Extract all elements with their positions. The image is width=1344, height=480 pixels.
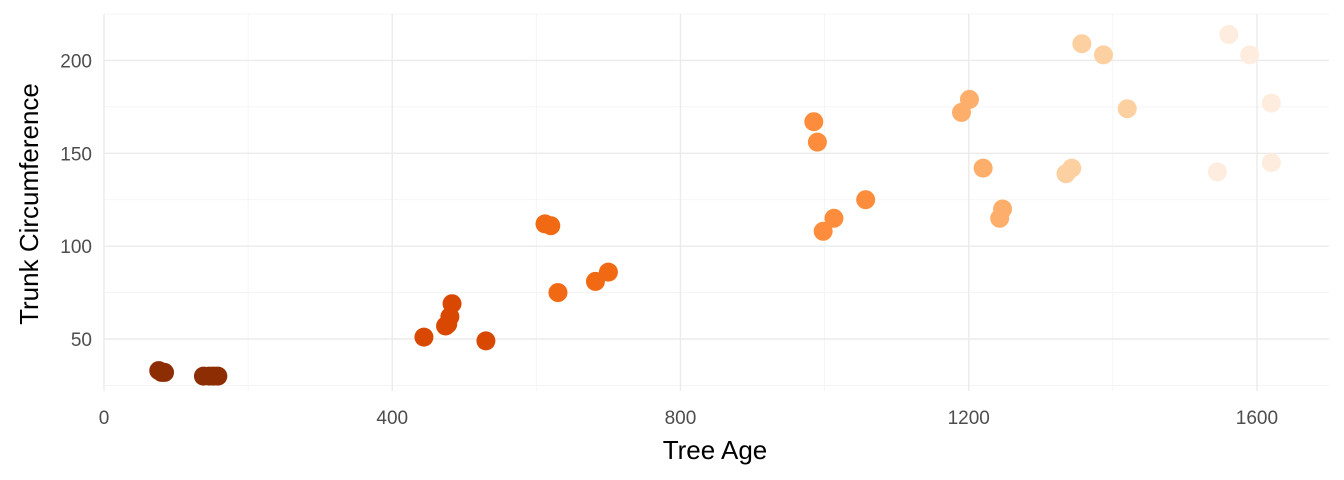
data-point	[541, 216, 561, 236]
data-point	[804, 112, 824, 132]
data-point	[1117, 99, 1137, 119]
x-axis-ticks: 0 400 800 1200 1600	[99, 408, 1278, 429]
data-point	[208, 366, 228, 386]
data-point	[476, 331, 496, 351]
y-tick-label: 150	[60, 144, 92, 165]
data-point	[414, 327, 434, 347]
y-axis-title: Trunk Circumference	[14, 83, 44, 325]
x-tick-label: 800	[665, 408, 697, 429]
data-point	[993, 199, 1013, 219]
data-point	[856, 190, 876, 210]
data-point	[1240, 45, 1260, 65]
x-tick-label: 1600	[1236, 408, 1278, 429]
grid	[103, 13, 1329, 391]
data-point	[1219, 24, 1239, 44]
data-point	[959, 89, 979, 109]
data-point	[973, 158, 993, 178]
y-tick-label: 50	[71, 330, 92, 351]
data-point	[548, 283, 568, 303]
data-point	[1072, 34, 1092, 54]
data-point	[813, 221, 833, 241]
y-axis-ticks: 50 100 150 200	[60, 51, 92, 351]
data-point	[824, 208, 844, 228]
data-point	[807, 132, 827, 152]
data-points	[149, 24, 1281, 386]
x-tick-label: 0	[99, 408, 110, 429]
data-point	[1261, 153, 1281, 173]
data-point	[442, 294, 462, 314]
x-tick-label: 400	[376, 408, 408, 429]
data-point	[155, 362, 175, 382]
data-point	[1207, 162, 1227, 182]
x-tick-label: 1200	[948, 408, 990, 429]
data-point	[1062, 158, 1082, 178]
data-point	[1093, 45, 1113, 65]
data-point	[1261, 93, 1281, 113]
data-point	[598, 262, 618, 282]
y-tick-label: 200	[60, 51, 92, 72]
x-axis-title: Tree Age	[663, 435, 768, 465]
y-tick-label: 100	[60, 237, 92, 258]
